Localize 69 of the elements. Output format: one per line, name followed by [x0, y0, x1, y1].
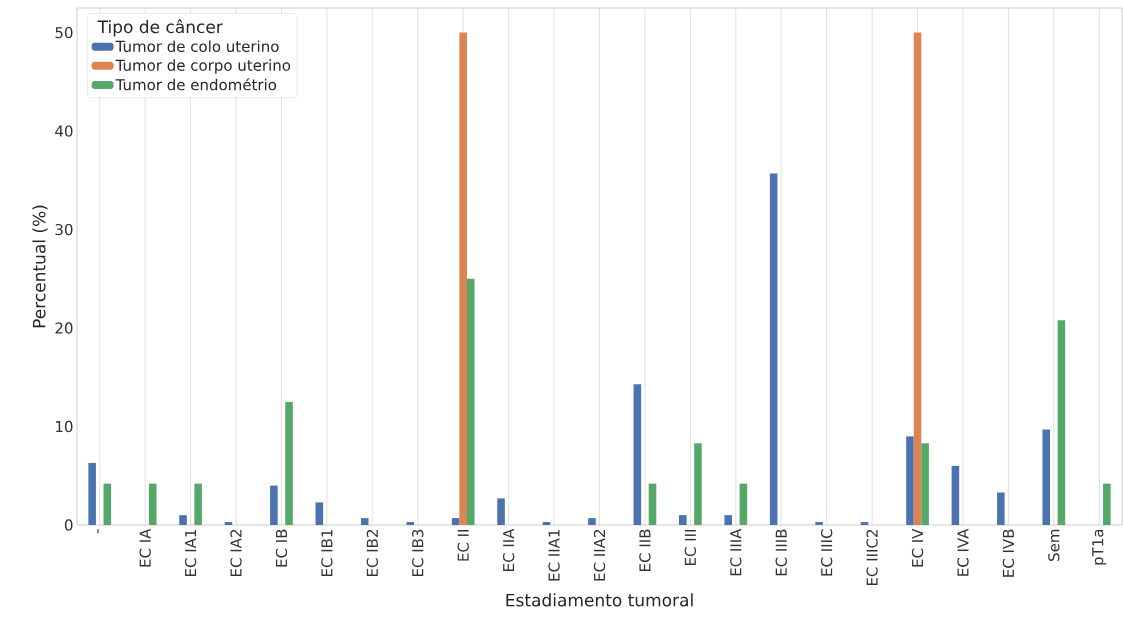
- bar: [1057, 320, 1066, 525]
- legend-label: Tumor de colo uterino: [115, 40, 279, 53]
- bar: [679, 515, 687, 525]
- x-tick-label: EC IIA2: [593, 530, 606, 581]
- bar: [497, 498, 505, 525]
- y-tick-label: 20: [55, 322, 73, 334]
- y-tick-label: 10: [56, 420, 73, 433]
- y-tick-label: 30: [55, 223, 73, 236]
- x-tick-label: EC IIIC: [820, 529, 833, 576]
- bar: [1103, 483, 1111, 525]
- bar: [860, 522, 869, 525]
- bar: [648, 483, 657, 525]
- bar: [951, 465, 960, 525]
- bar: [769, 173, 778, 525]
- x-tick-label: EC IB: [275, 529, 288, 567]
- x-tick-label: EC IIIB: [775, 529, 787, 576]
- bar: [1042, 429, 1051, 525]
- bar: [451, 518, 460, 525]
- x-tick-label: EC IB1: [321, 529, 333, 577]
- x-tick-label: EC IVA: [957, 528, 969, 576]
- x-tick-label: EC II: [457, 530, 469, 561]
- x-tick-label: EC IVB: [1002, 529, 1015, 577]
- x-tick-label: EC IIA1: [548, 529, 560, 581]
- x-tick-label: -: [97, 529, 99, 534]
- bar: [724, 515, 733, 525]
- x-tick-label: EC IIA: [502, 528, 515, 571]
- legend-label: Tumor de corpo uterino: [115, 59, 291, 74]
- bar: [406, 522, 414, 525]
- bar: [694, 443, 702, 525]
- bar: [103, 483, 112, 525]
- bar: [179, 515, 187, 525]
- x-tick-label: EC III: [684, 530, 697, 566]
- bar: [906, 436, 914, 525]
- bar: [588, 518, 596, 525]
- bar: [997, 492, 1005, 525]
- bar: [633, 384, 642, 525]
- x-tick-label: Sem: [1048, 529, 1060, 561]
- x-tick-label: EC IV: [911, 528, 924, 567]
- x-tick-label: EC IB3: [412, 529, 424, 577]
- y-tick-label: 0: [64, 519, 73, 531]
- x-tick-label: EC IA1: [184, 529, 197, 576]
- bar: [270, 485, 278, 525]
- x-tick-label: EC IA2: [230, 530, 242, 576]
- bar: [88, 462, 96, 525]
- bar: [224, 522, 233, 525]
- bar: [459, 32, 467, 525]
- x-tick-label: pT1a: [1092, 529, 1107, 565]
- x-axis-title: Estadiamento tumoral: [506, 593, 693, 607]
- bar: [285, 401, 293, 525]
- legend-title: Tipo de câncer: [97, 19, 223, 37]
- y-tick-label: 40: [55, 125, 73, 137]
- bar: [542, 522, 551, 525]
- bar: [360, 518, 369, 525]
- bar: [913, 32, 922, 525]
- y-tick-label: 50: [55, 26, 73, 39]
- x-tick-label: EC IIB: [639, 529, 651, 571]
- bar: [148, 483, 157, 525]
- bar: [315, 502, 324, 525]
- x-tick-label: EC IIIA: [730, 528, 742, 576]
- bar: [921, 443, 929, 525]
- bar: [739, 483, 748, 525]
- bar: [466, 278, 475, 525]
- legend-label: Tumor de endométrio: [115, 78, 277, 91]
- bar: [815, 522, 823, 525]
- y-axis-title: Percentual (%): [32, 205, 48, 328]
- bar: [194, 483, 202, 525]
- x-tick-label: EC IB2: [366, 530, 378, 577]
- x-tick-label: EC IIIC2: [866, 530, 878, 586]
- x-tick-label: EC IA: [139, 528, 151, 567]
